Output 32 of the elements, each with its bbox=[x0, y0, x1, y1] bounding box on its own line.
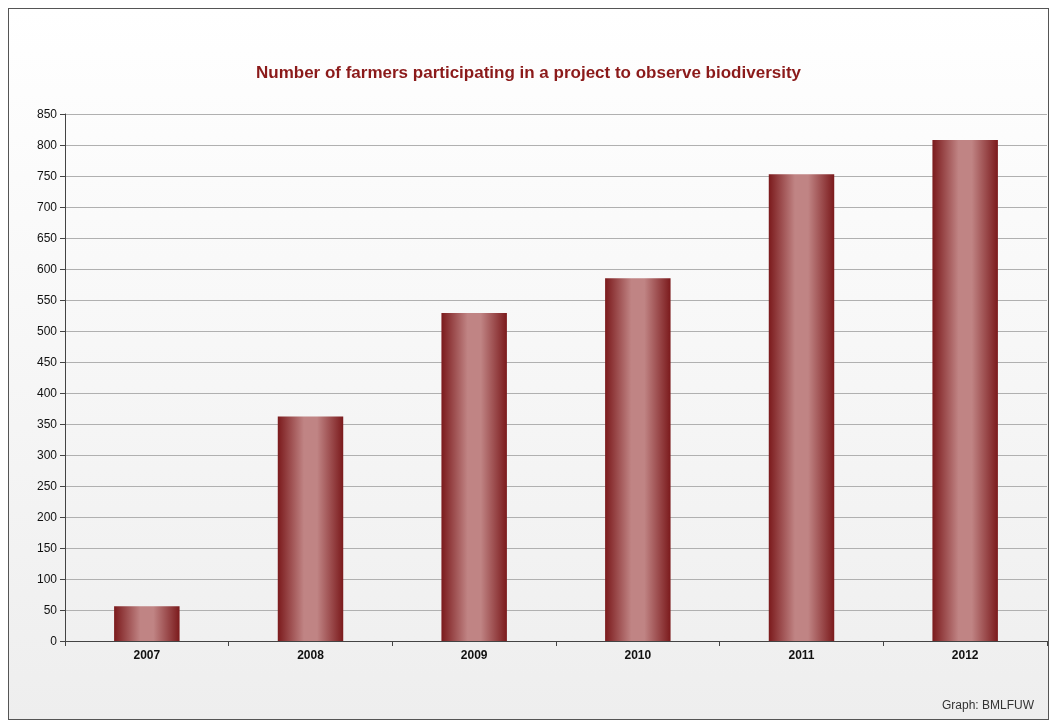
y-tick-label: 500 bbox=[36, 324, 58, 338]
bar bbox=[114, 606, 180, 641]
y-tick-label: 550 bbox=[36, 293, 58, 307]
y-tick-label: 50 bbox=[43, 603, 58, 617]
text: Graph: BMLFUW bbox=[941, 698, 1035, 712]
x-tick-label: 2011 bbox=[788, 648, 815, 662]
y-tick-label: 600 bbox=[36, 262, 58, 276]
bar bbox=[441, 313, 507, 641]
bar bbox=[768, 174, 835, 641]
y-tick-label: 150 bbox=[36, 541, 58, 555]
y-tick-label: 200 bbox=[36, 510, 58, 524]
y-tick-label: 0 bbox=[50, 634, 58, 648]
bar bbox=[932, 140, 998, 641]
y-tick-label: 650 bbox=[36, 231, 58, 245]
y-tick-label: 800 bbox=[36, 138, 58, 152]
x-tick-label: 2008 bbox=[297, 648, 325, 662]
bar bbox=[605, 278, 671, 641]
y-tick-label: 450 bbox=[36, 355, 58, 369]
y-tick-label: 100 bbox=[36, 572, 58, 586]
y-tick-label: 850 bbox=[36, 107, 58, 121]
y-tick-label: 250 bbox=[36, 479, 58, 493]
y-tick-label: 350 bbox=[36, 417, 58, 431]
x-tick-label: 2012 bbox=[951, 648, 979, 662]
y-tick-label: 300 bbox=[36, 448, 58, 462]
chart-title: Number of farmers participating in a project to observe biodiversity bbox=[255, 63, 802, 82]
y-tick-label: 700 bbox=[36, 200, 58, 214]
x-tick-label: 2010 bbox=[624, 648, 652, 662]
y-tick-label: 750 bbox=[36, 169, 58, 183]
x-tick-label: 2009 bbox=[460, 648, 488, 662]
x-tick-label: 2007 bbox=[133, 648, 161, 662]
y-tick-label: 400 bbox=[36, 386, 58, 400]
bar bbox=[277, 416, 344, 641]
